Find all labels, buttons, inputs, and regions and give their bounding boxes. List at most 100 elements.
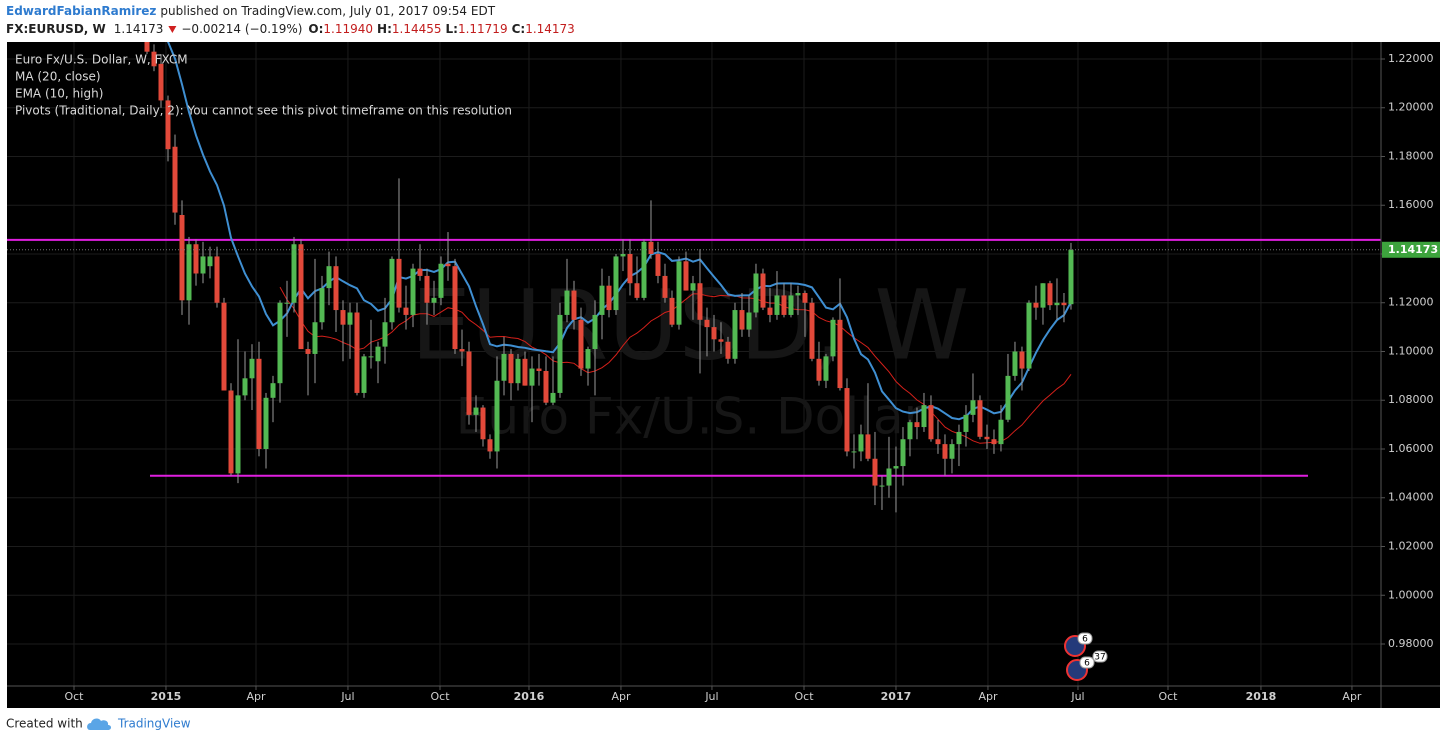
down-arrow [168, 26, 177, 33]
candle-body [704, 319, 710, 328]
legend-entry: EMA (10, high) [15, 87, 103, 101]
candle-body [914, 422, 920, 428]
candle-body [375, 346, 381, 362]
candle-body [452, 266, 458, 350]
candle-body [1012, 351, 1018, 376]
candle-body [326, 266, 332, 289]
candle-body [1033, 302, 1039, 308]
candle-body [277, 302, 283, 384]
candle-body [193, 244, 199, 274]
candle-body [480, 407, 486, 440]
candle-body [396, 258, 402, 308]
candle-body [291, 244, 297, 303]
last-price-label: 1.14173 [1388, 243, 1438, 256]
y-tick-label: 1.00000 [1388, 588, 1434, 601]
ohlc-value: 1.11719 [458, 22, 508, 36]
candle-body [354, 312, 360, 393]
candle-body [851, 451, 857, 453]
x-tick-label: 2016 [514, 690, 545, 703]
author[interactable]: EdwardFabianRamirez [6, 4, 156, 18]
legend-entry: Euro Fx/U.S. Dollar, W, FXCM [15, 53, 188, 67]
footer-brand[interactable]: TradingView [117, 717, 191, 731]
candle-body [879, 485, 885, 487]
candle-body [760, 273, 766, 308]
candle-body [921, 405, 927, 428]
event-count: 37 [1094, 653, 1105, 663]
candle-body [956, 431, 962, 445]
ohlc-label: H: [377, 22, 392, 36]
candle-body [361, 356, 367, 393]
candle-body [606, 285, 612, 311]
event-count: 6 [1082, 635, 1088, 645]
candle-body [543, 370, 549, 403]
candle-body [865, 434, 871, 459]
plot [7, 42, 1381, 513]
candle-body [669, 297, 675, 325]
candle-body [564, 290, 570, 315]
candle-body [788, 295, 794, 315]
candle-body [620, 253, 626, 257]
candle-body [991, 439, 997, 445]
candle-body [655, 253, 661, 276]
candle-body [690, 283, 696, 291]
candle-body [389, 258, 395, 323]
chart-background [7, 42, 1440, 708]
candle-body [935, 439, 941, 445]
candle-body [732, 310, 738, 359]
y-tick-label: 1.06000 [1388, 442, 1434, 455]
candle-body [200, 256, 206, 274]
candle-body [893, 466, 899, 469]
candle-body [403, 307, 409, 315]
candle-body [410, 268, 416, 315]
y-tick-label: 1.08000 [1388, 393, 1434, 406]
candle-body [613, 256, 619, 311]
candle-body [837, 319, 843, 389]
candle-body [284, 302, 290, 304]
candle-body [718, 339, 724, 342]
candle-body [571, 290, 577, 320]
candle-body [599, 285, 605, 315]
grid [7, 42, 1381, 686]
y-tick-label: 0.98000 [1388, 637, 1434, 650]
candle-body [746, 312, 752, 330]
candle-body [823, 356, 829, 381]
candle-body [144, 42, 150, 52]
candle-body [501, 353, 507, 381]
event-badge [1077, 632, 1093, 645]
candle-body [900, 439, 906, 467]
candle-body [438, 263, 444, 298]
y-tick-label: 1.20000 [1388, 101, 1434, 114]
candle-body [585, 349, 591, 369]
candle-body [151, 51, 157, 67]
x-tick-label: Apr [246, 690, 266, 703]
x-tick-label: Jul [704, 690, 718, 703]
candle-body [1047, 283, 1053, 306]
candle-body [816, 358, 822, 381]
candle-body [221, 302, 227, 391]
candle-body [529, 368, 535, 386]
candle-body [977, 400, 983, 437]
ohlc-value: 1.14173 [525, 22, 575, 36]
candle-body [753, 273, 759, 313]
ohlc-label: L: [446, 22, 458, 36]
x-tick-label: Jul [340, 690, 354, 703]
footer-created: Created with [6, 717, 83, 731]
candle-body [305, 349, 311, 354]
candle-body [466, 351, 472, 415]
candle-body [214, 256, 220, 303]
candle-body [340, 310, 346, 325]
candle-body [382, 322, 388, 347]
x-tick-label: Oct [64, 690, 84, 703]
publish-line: EdwardFabianRamirez published on TradingV… [6, 4, 496, 18]
candle-body [578, 319, 584, 369]
candle-body [767, 307, 773, 315]
x-tick-label: Apr [978, 690, 998, 703]
x-tick-label: Oct [794, 690, 814, 703]
candle-body [711, 327, 717, 340]
y-tick-label: 1.16000 [1388, 198, 1434, 211]
candle-body [242, 378, 248, 396]
candle-body [963, 414, 969, 432]
candle-body [907, 422, 913, 440]
candle-body [781, 295, 787, 315]
